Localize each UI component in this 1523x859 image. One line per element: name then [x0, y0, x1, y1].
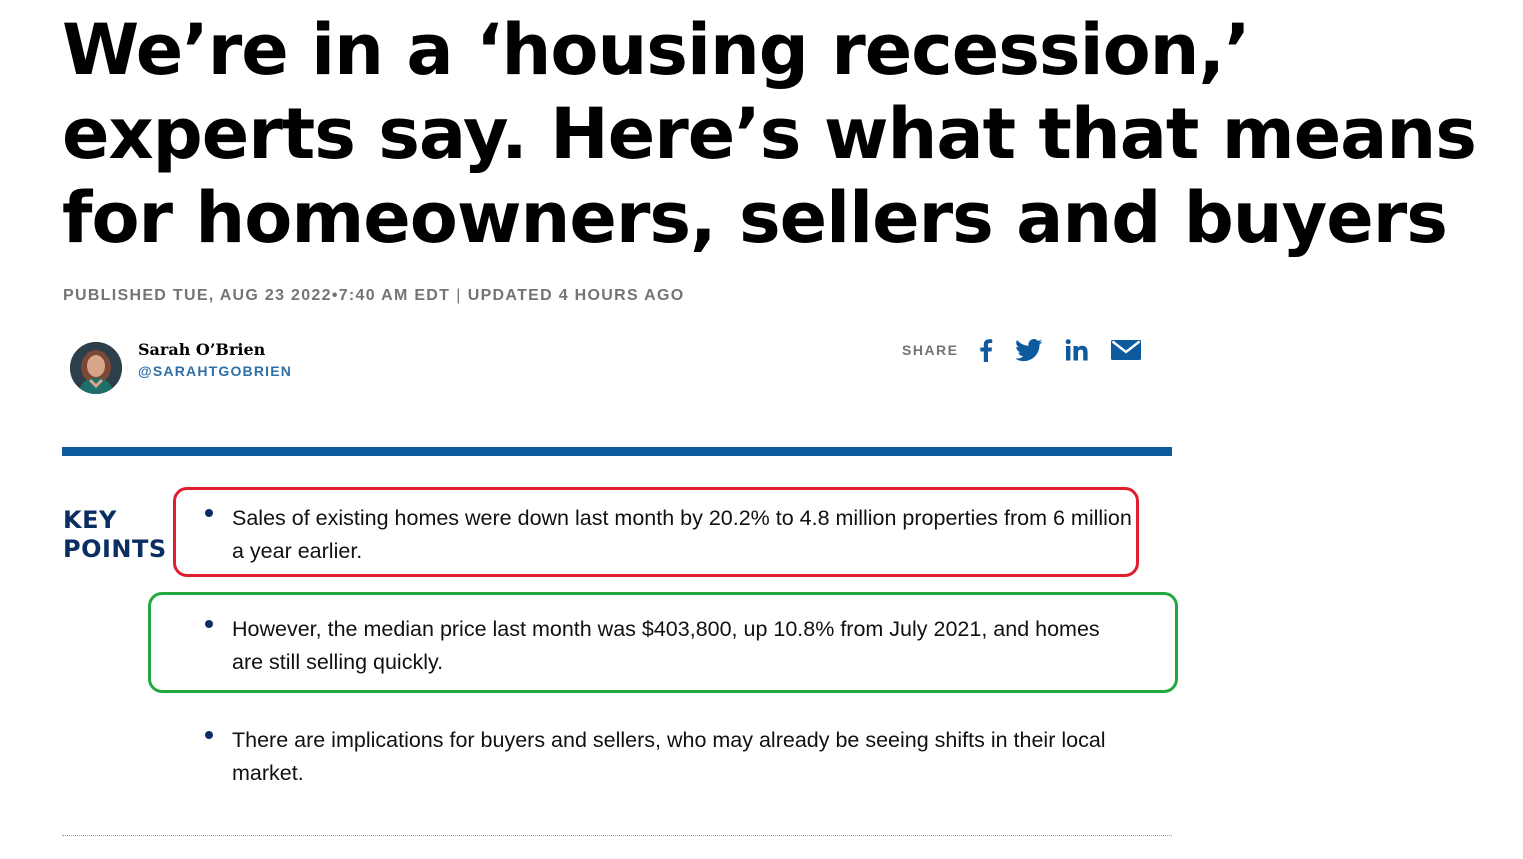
author-photo: [70, 342, 122, 394]
author-twitter-handle[interactable]: @SARAHTGOBRIEN: [138, 363, 293, 379]
bullet-icon: [205, 620, 213, 628]
meta-separator: |: [456, 287, 462, 304]
green-highlight-box: [148, 592, 1178, 693]
section-divider: [62, 447, 1172, 456]
email-icon: [1110, 340, 1141, 360]
key-point-item: However, the median price last month was…: [232, 617, 1100, 674]
facebook-icon: [979, 339, 992, 362]
bottom-divider: [62, 835, 1172, 836]
publish-info: PUBLISHED TUE, AUG 23 2022•7:40 AM EDT | U…: [63, 287, 684, 305]
twitter-icon: [1014, 338, 1042, 361]
share-label: SHARE: [902, 342, 959, 358]
key-point-item: Sales of existing homes were down last m…: [232, 506, 1132, 563]
published-date: PUBLISHED TUE, AUG 23 2022•7:40 AM EDT: [63, 287, 451, 304]
key-points-heading-line2: POINTS: [63, 535, 167, 563]
key-point-item: There are implications for buyers and se…: [232, 728, 1106, 785]
share-twitter-button[interactable]: [1014, 335, 1043, 365]
share-linkedin-button[interactable]: [1065, 335, 1089, 365]
bullet-icon: [205, 509, 213, 517]
share-facebook-button[interactable]: [979, 335, 993, 365]
article-headline: We’re in a ‘housing recession,’ experts …: [62, 9, 1477, 259]
updated-time: UPDATED 4 HOURS AGO: [467, 287, 685, 304]
linkedin-icon: [1065, 339, 1088, 361]
share-email-button[interactable]: [1110, 335, 1141, 365]
red-highlight-box: [173, 487, 1139, 577]
key-points-heading-line1: KEY: [63, 506, 117, 534]
author-avatar[interactable]: [70, 342, 122, 394]
bullet-icon: [205, 731, 213, 739]
key-points-heading: KEY POINTS: [63, 506, 167, 564]
author-name[interactable]: Sarah O’Brien: [138, 340, 266, 359]
share-bar: SHARE: [902, 335, 1141, 365]
